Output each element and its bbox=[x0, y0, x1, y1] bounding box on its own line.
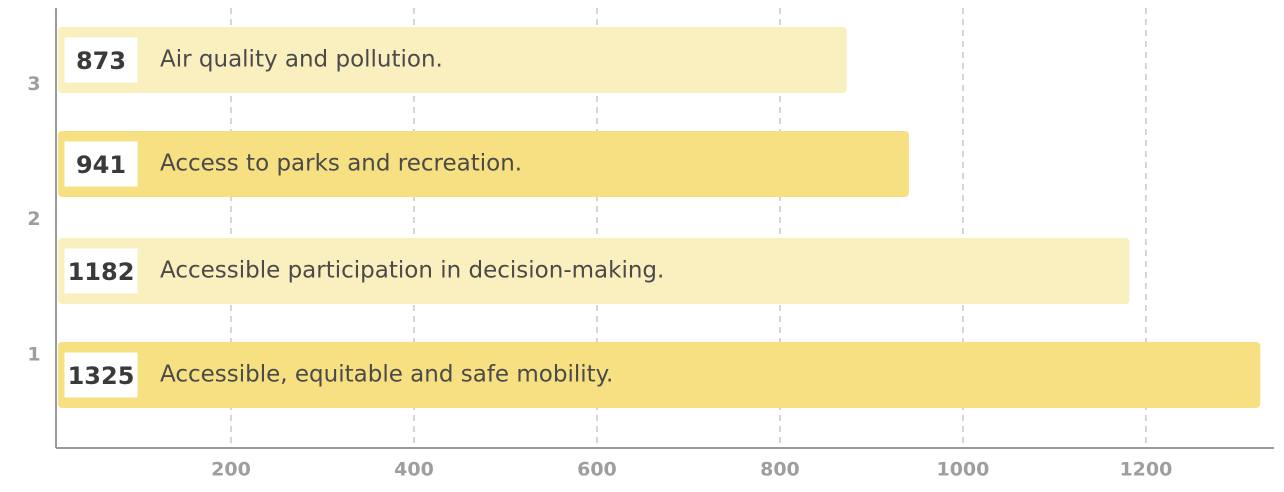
value-box bbox=[59, 136, 143, 192]
value-box bbox=[59, 243, 143, 299]
bar bbox=[58, 342, 1261, 408]
x-tick-label: 1200 bbox=[1119, 459, 1172, 481]
value-label: 941 bbox=[76, 151, 126, 179]
value-box bbox=[59, 32, 143, 88]
x-tick-label: 200 bbox=[211, 459, 251, 481]
value-label: 1182 bbox=[68, 258, 135, 286]
y-tick-label: 1 bbox=[27, 343, 40, 365]
y-tick-label: 3 bbox=[27, 73, 40, 95]
bar-label: Access to parks and recreation. bbox=[160, 151, 522, 177]
value-label: 1325 bbox=[68, 362, 135, 390]
value-label: 873 bbox=[76, 47, 126, 75]
x-tick-label: 600 bbox=[577, 459, 617, 481]
bar-label: Air quality and pollution. bbox=[160, 47, 443, 73]
bar bbox=[58, 238, 1130, 304]
value-box bbox=[59, 347, 143, 403]
x-tick-label: 1000 bbox=[936, 459, 989, 481]
x-tick-label: 400 bbox=[394, 459, 434, 481]
bar bbox=[58, 131, 909, 197]
bar bbox=[58, 27, 847, 93]
bar-label: Accessible participation in decision-mak… bbox=[160, 258, 664, 284]
x-tick-label: 800 bbox=[760, 459, 800, 481]
bar-label: Accessible, equitable and safe mobility. bbox=[160, 362, 613, 388]
y-tick-label: 2 bbox=[27, 208, 40, 230]
